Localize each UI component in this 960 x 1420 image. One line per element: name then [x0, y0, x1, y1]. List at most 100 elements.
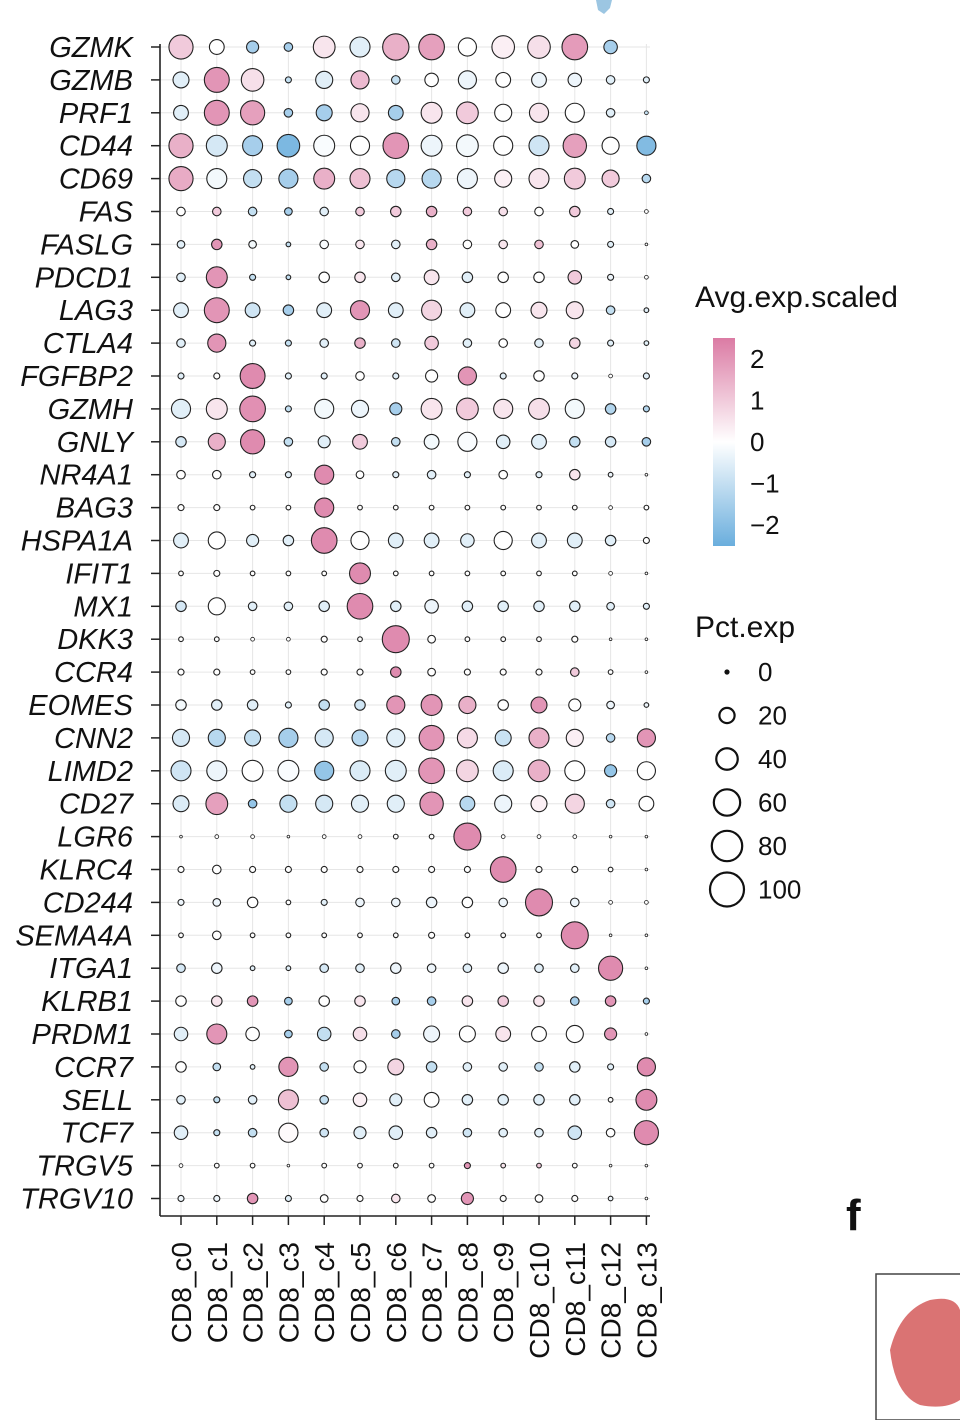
dot — [177, 372, 185, 380]
dot — [310, 527, 338, 554]
dot — [390, 272, 401, 283]
dot — [497, 699, 509, 711]
dot — [390, 75, 401, 85]
dot — [213, 668, 221, 676]
dot — [176, 963, 186, 974]
dot — [423, 269, 440, 286]
dot — [354, 271, 366, 284]
dot — [462, 963, 473, 974]
dot — [203, 66, 230, 93]
dot — [392, 932, 399, 939]
dot — [249, 865, 257, 874]
dot — [249, 504, 256, 511]
dot — [604, 534, 617, 547]
dot — [355, 897, 365, 908]
dot — [315, 794, 334, 813]
dot — [248, 240, 257, 249]
dot — [493, 398, 514, 420]
dot — [246, 995, 259, 1007]
gene-label: ITGA1 — [49, 953, 133, 985]
dot — [213, 1096, 221, 1104]
dot — [177, 1194, 185, 1203]
dot — [462, 338, 473, 348]
dot — [213, 1194, 221, 1203]
dot — [633, 1120, 660, 1146]
dot — [350, 794, 370, 813]
dot — [607, 273, 615, 281]
dot — [644, 472, 649, 477]
dot — [392, 833, 399, 840]
dot — [178, 932, 184, 939]
dot — [246, 896, 259, 909]
gene-label: GZMH — [48, 394, 133, 426]
dot — [569, 337, 581, 349]
dot — [644, 1032, 649, 1036]
dot — [382, 33, 410, 61]
dot — [391, 996, 401, 1006]
dot — [352, 1026, 368, 1042]
dot — [283, 107, 294, 118]
dot — [418, 33, 445, 61]
dot — [497, 1094, 509, 1106]
dot — [607, 669, 614, 675]
dot — [246, 533, 260, 548]
dot — [644, 1196, 649, 1201]
dot — [453, 822, 482, 851]
dot — [427, 634, 436, 644]
dot — [213, 504, 221, 512]
dot — [494, 169, 513, 188]
dot — [279, 794, 298, 813]
dot — [250, 834, 255, 839]
dot — [392, 865, 400, 874]
dot — [462, 239, 473, 250]
dot — [284, 207, 293, 216]
gene-label: EOMES — [28, 690, 133, 722]
dot — [382, 132, 410, 160]
dot — [175, 600, 187, 613]
dot — [644, 834, 649, 839]
dot — [428, 833, 435, 840]
dot — [418, 757, 445, 785]
dot — [284, 701, 292, 709]
dot — [536, 636, 542, 643]
dot — [319, 1062, 330, 1072]
dot — [177, 504, 185, 512]
gene-label: IFIT1 — [65, 558, 133, 590]
dot — [249, 965, 256, 972]
dot — [249, 669, 256, 675]
dot — [313, 134, 336, 157]
dot — [285, 241, 292, 248]
dot — [604, 995, 617, 1007]
dot — [635, 1088, 658, 1111]
dot — [605, 75, 616, 85]
dot — [607, 1195, 614, 1202]
dot — [461, 271, 474, 284]
dot — [318, 995, 330, 1007]
dot — [531, 1026, 547, 1042]
dot — [250, 636, 255, 642]
size-legend-dot — [724, 669, 730, 675]
dot — [212, 898, 222, 907]
dot — [203, 297, 230, 324]
dot — [533, 271, 545, 284]
dot — [607, 1096, 614, 1103]
dot — [608, 1163, 613, 1168]
dot — [533, 600, 545, 613]
dot — [390, 1029, 401, 1039]
dot — [571, 1194, 579, 1203]
dot — [644, 867, 649, 872]
dot — [494, 794, 513, 813]
dot — [205, 134, 228, 157]
dot — [207, 728, 226, 747]
dot — [534, 239, 544, 250]
dot — [491, 35, 516, 59]
dot — [571, 372, 579, 380]
dot — [392, 570, 399, 577]
dot — [355, 239, 365, 250]
dot — [533, 1094, 545, 1106]
dot — [424, 335, 439, 351]
dot — [535, 865, 543, 874]
dot — [457, 431, 478, 452]
